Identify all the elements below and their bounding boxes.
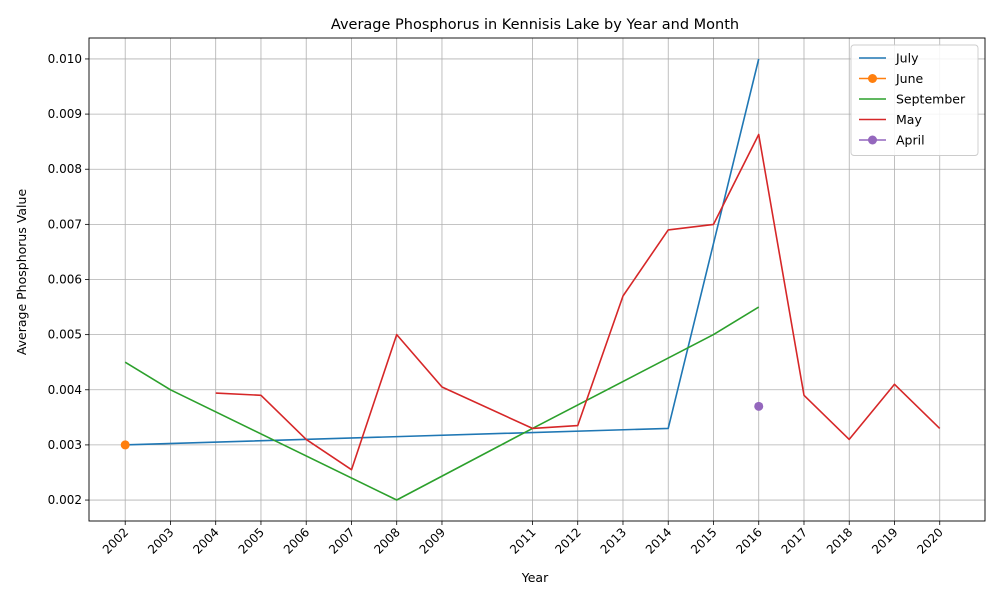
y-tick-label: 0.005 [48, 328, 82, 342]
y-tick-label: 0.003 [48, 438, 82, 452]
y-tick-label: 0.008 [48, 162, 82, 176]
y-axis-ticks: 0.002 0.003 0.004 0.005 0.006 0.007 0.008 0.009… [48, 52, 89, 507]
legend-label-july: July [895, 51, 919, 66]
x-tick-label: 2017 [779, 525, 810, 556]
grid-lines [89, 38, 985, 521]
x-tick-label: 2016 [733, 525, 764, 556]
y-tick-label: 0.010 [48, 52, 82, 66]
legend-label-june: June [895, 71, 924, 86]
y-tick-label: 0.006 [48, 273, 82, 287]
legend-marker-june [868, 74, 877, 83]
series-line-may [215, 133, 941, 471]
x-tick-label: 2013 [598, 525, 629, 556]
y-tick-label: 0.009 [48, 107, 82, 121]
y-tick-label: 0.004 [48, 383, 82, 397]
x-tick-label: 2012 [552, 525, 583, 556]
legend-box [850, 44, 979, 156]
x-tick-label: 2019 [869, 525, 900, 556]
series-layer [120, 58, 941, 501]
y-tick-label: 0.007 [48, 217, 82, 231]
series-point-june [120, 440, 130, 450]
x-tick-label: 2014 [643, 525, 674, 556]
y-axis-label: Average Phosphorus Value [14, 189, 29, 356]
x-tick-label: 2011 [507, 525, 538, 556]
chart-title: Average Phosphorus in Kennisis Lake by Y… [331, 17, 739, 33]
x-tick-label: 2007 [326, 525, 357, 556]
x-tick-label: 2008 [371, 525, 402, 556]
legend-marker-april [868, 135, 877, 145]
x-tick-label: 2009 [417, 525, 448, 556]
series-line-september [124, 306, 760, 501]
y-tick-label: 0.002 [48, 493, 82, 507]
x-tick-label: 2003 [145, 525, 176, 556]
x-tick-label: 2006 [281, 525, 312, 556]
legend: July June September May April [850, 44, 979, 156]
legend-label-april: April [896, 133, 925, 148]
x-axis-label: Year [521, 570, 549, 585]
series-point-april [754, 401, 764, 411]
x-tick-label: 2002 [100, 525, 131, 556]
x-tick-label: 2020 [914, 525, 945, 556]
x-axis-ticks: 2002 2003 2004 2005 2006 2007 2008 2009 2011 2012… [100, 521, 946, 557]
x-tick-label: 2004 [190, 525, 221, 556]
x-tick-label: 2005 [236, 525, 267, 556]
x-tick-label: 2018 [824, 525, 855, 556]
legend-label-may: May [896, 112, 922, 127]
legend-label-september: September [896, 92, 966, 107]
x-tick-label: 2015 [688, 525, 719, 556]
